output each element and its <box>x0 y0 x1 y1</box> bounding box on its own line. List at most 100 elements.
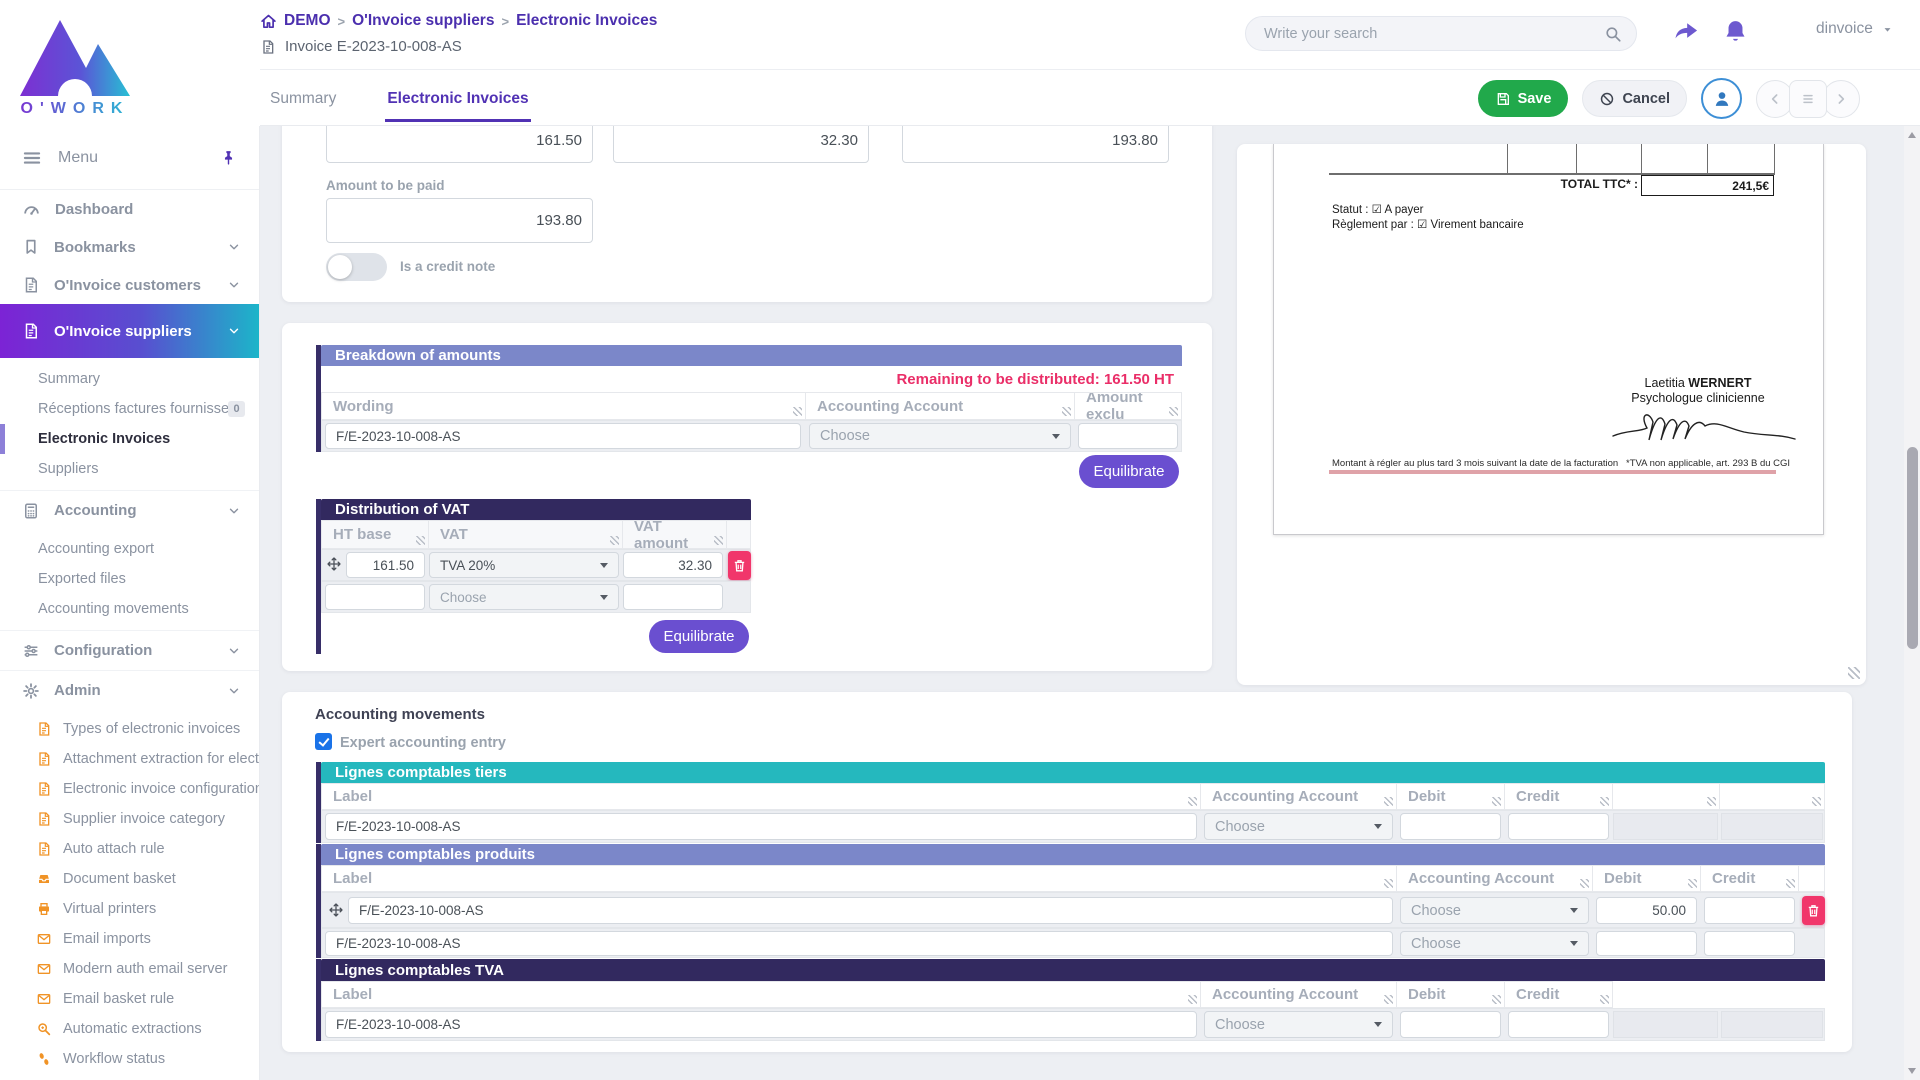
column-resize-handle[interactable] <box>1786 879 1795 888</box>
breakdown-wording-input[interactable] <box>325 423 801 449</box>
tab-summary[interactable]: Summary <box>270 90 337 107</box>
breadcrumb-level2[interactable]: Electronic Invoices <box>516 12 658 29</box>
vat-ht-base-input[interactable] <box>346 552 425 578</box>
vat-ht-base-input-2[interactable] <box>325 584 425 610</box>
column-resize-handle[interactable] <box>1492 797 1501 806</box>
produits-label-input-2[interactable] <box>325 931 1393 956</box>
vat-equilibrate-button[interactable]: Equilibrate <box>649 620 749 653</box>
column-resize-handle[interactable] <box>1600 797 1609 806</box>
breakdown-amount-input[interactable] <box>1078 423 1178 449</box>
search-input[interactable] <box>1264 25 1604 42</box>
column-resize-handle[interactable] <box>1188 797 1197 806</box>
produits-debit-input-1[interactable] <box>1596 897 1697 924</box>
tiers-credit-input[interactable] <box>1508 813 1609 840</box>
column-resize-handle[interactable] <box>1688 879 1697 888</box>
vat-rate-select-2[interactable]: Choose <box>429 584 619 610</box>
tiers-label-input[interactable] <box>325 813 1197 840</box>
column-resize-handle[interactable] <box>1384 995 1393 1004</box>
delete-produits-row-button[interactable] <box>1802 896 1825 925</box>
record-list-button[interactable] <box>1789 79 1827 118</box>
move-row-icon[interactable] <box>326 556 342 572</box>
sidebar-item-electronic-invoices[interactable]: Electronic Invoices <box>0 424 259 454</box>
pin-sidebar-icon[interactable] <box>220 149 237 166</box>
produits-account-select-1[interactable]: Choose <box>1400 897 1589 924</box>
sidebar-item-email-imports[interactable]: Email imports <box>0 924 259 954</box>
produits-debit-input-2[interactable] <box>1596 931 1697 956</box>
produits-account-select-2[interactable]: Choose <box>1400 931 1589 956</box>
move-row-icon[interactable] <box>328 902 344 918</box>
tiers-account-select[interactable]: Choose <box>1204 813 1393 840</box>
breakdown-equilibrate-button[interactable]: Equilibrate <box>1079 455 1179 488</box>
breadcrumb-level1[interactable]: O'Invoice suppliers <box>352 12 495 29</box>
column-resize-handle[interactable] <box>1492 995 1501 1004</box>
tab-electronic-invoices[interactable]: Electronic Invoices <box>385 73 531 122</box>
column-resize-handle[interactable] <box>416 536 425 545</box>
amount-incl-tax-input[interactable] <box>902 126 1169 163</box>
sidebar-item-types-of-electronic-invoices[interactable]: Types of electronic invoices <box>0 714 259 744</box>
column-resize-handle[interactable] <box>714 536 723 545</box>
sidebar-item-virtual-printers[interactable]: Virtual printers <box>0 894 259 924</box>
column-resize-handle[interactable] <box>610 536 619 545</box>
sidebar-item-exported-files[interactable]: Exported files <box>38 571 126 587</box>
column-resize-handle[interactable] <box>1169 407 1178 416</box>
search-icon[interactable] <box>1604 25 1622 43</box>
sidebar-item-receptions[interactable]: Réceptions factures fournisseurs 0 <box>0 394 259 424</box>
column-resize-handle[interactable] <box>793 407 802 416</box>
sidebar-item-accounting[interactable]: Accounting <box>0 490 259 530</box>
cancel-button[interactable]: Cancel <box>1582 80 1687 117</box>
sidebar-item-attachment-extraction[interactable]: Attachment extraction for electronic inv… <box>0 744 259 774</box>
sidebar-item-modern-auth-email-server[interactable]: Modern auth email server <box>0 954 259 984</box>
sidebar-item-oinvoice-customers[interactable]: O'Invoice customers <box>0 266 259 304</box>
vat-amount-row-input-2[interactable] <box>623 584 723 610</box>
sidebar-item-supplier-invoice-category[interactable]: Supplier invoice category <box>0 804 259 834</box>
amount-excl-tax-input[interactable] <box>326 126 593 163</box>
vat-amount-input[interactable] <box>613 126 869 163</box>
tva-label-input[interactable] <box>325 1011 1197 1038</box>
tva-credit-input[interactable] <box>1508 1011 1609 1038</box>
tiers-debit-input[interactable] <box>1400 813 1501 840</box>
scroll-down-arrow[interactable] <box>1908 1068 1916 1074</box>
credit-note-toggle[interactable] <box>326 253 387 281</box>
save-button[interactable]: Save <box>1477 80 1569 117</box>
column-resize-handle[interactable] <box>1600 995 1609 1004</box>
sidebar-item-bookmarks[interactable]: Bookmarks <box>0 228 259 266</box>
share-icon[interactable] <box>1672 18 1700 46</box>
tva-debit-input[interactable] <box>1400 1011 1501 1038</box>
sidebar-item-automatic-extractions[interactable]: Automatic extractions <box>0 1014 259 1044</box>
menu-burger-icon[interactable] <box>22 148 42 168</box>
column-resize-handle[interactable] <box>1707 797 1716 806</box>
sidebar-item-auto-attach-rule[interactable]: Auto attach rule <box>0 834 259 864</box>
delete-vat-row-button[interactable] <box>728 551 751 580</box>
sidebar-item-oinvoice-suppliers[interactable]: O'Invoice suppliers <box>0 304 259 358</box>
sidebar-item-electronic-invoice-configuration[interactable]: Electronic invoice configuration <box>0 774 259 804</box>
vat-amount-row-input[interactable] <box>623 552 723 578</box>
notifications-bell-icon[interactable] <box>1722 18 1749 45</box>
column-resize-handle[interactable] <box>1580 879 1589 888</box>
produits-label-input-1[interactable] <box>348 897 1393 924</box>
prev-record-button[interactable] <box>1756 79 1794 118</box>
column-resize-handle[interactable] <box>1812 797 1821 806</box>
sidebar-item-suppliers[interactable]: Suppliers <box>38 461 99 477</box>
tva-account-select[interactable]: Choose <box>1204 1011 1393 1038</box>
column-resize-handle[interactable] <box>1384 879 1393 888</box>
produits-credit-input-2[interactable] <box>1704 931 1795 956</box>
produits-credit-input-1[interactable] <box>1704 897 1795 924</box>
sidebar-item-dashboard[interactable]: Dashboard <box>0 190 259 228</box>
next-record-button[interactable] <box>1822 79 1860 118</box>
scrollbar-thumb[interactable] <box>1906 447 1918 649</box>
sidebar-item-accounting-export[interactable]: Accounting export <box>38 541 155 557</box>
sidebar-item-configuration[interactable]: Configuration <box>0 630 259 670</box>
sidebar-item-workflow-status[interactable]: Workflow status <box>0 1044 259 1074</box>
breadcrumb-home[interactable]: DEMO <box>284 12 331 29</box>
vat-rate-select[interactable]: TVA 20% <box>429 552 619 578</box>
sidebar-item-document-basket[interactable]: Document basket <box>0 864 259 894</box>
column-resize-handle[interactable] <box>1384 797 1393 806</box>
expert-accounting-checkbox[interactable] <box>315 733 332 750</box>
sidebar-item-email-basket-rule[interactable]: Email basket rule <box>0 984 259 1014</box>
scroll-up-arrow[interactable] <box>1908 132 1916 138</box>
sidebar-item-admin[interactable]: Admin <box>0 670 259 710</box>
panel-resize-handle[interactable] <box>1848 667 1860 679</box>
breakdown-account-select[interactable]: Choose <box>809 423 1071 449</box>
sidebar-item-accounting-movements[interactable]: Accounting movements <box>38 601 189 617</box>
user-menu[interactable]: dinvoice <box>1816 20 1894 38</box>
